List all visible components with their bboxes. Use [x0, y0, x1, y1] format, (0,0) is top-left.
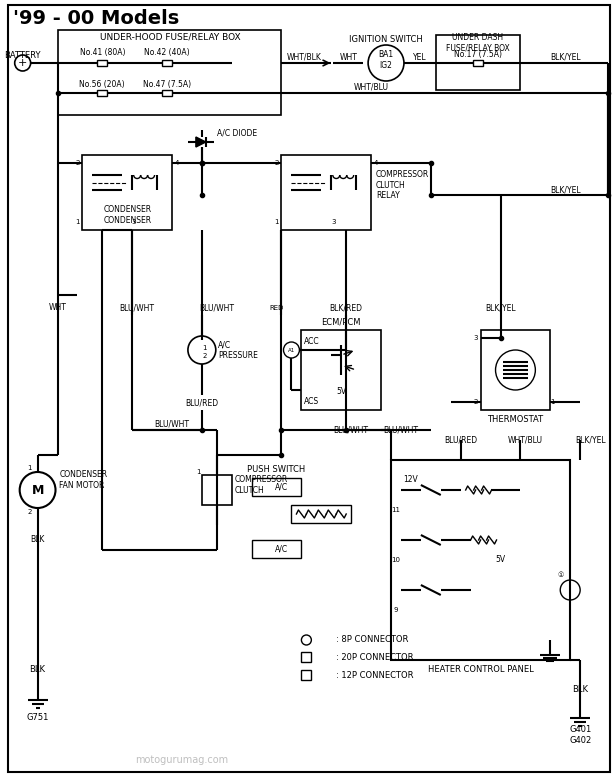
Text: UNDER-HOOD FUSE/RELAY BOX: UNDER-HOOD FUSE/RELAY BOX [100, 33, 240, 41]
Text: BLU/WHT: BLU/WHT [334, 426, 368, 434]
Text: 4: 4 [175, 160, 179, 166]
Bar [436, 35, 520, 90]
Text: 5V: 5V [496, 556, 506, 565]
Text: G401
G402: G401 G402 [569, 725, 591, 744]
Text: BA1
IG2: BA1 IG2 [378, 51, 394, 70]
Text: : 20P CONNECTOR: : 20P CONNECTOR [336, 653, 414, 661]
Bar [58, 30, 282, 115]
Text: 10: 10 [392, 557, 400, 563]
Text: 1: 1 [75, 219, 80, 225]
Bar [301, 670, 311, 680]
Text: BLU/WHT: BLU/WHT [384, 426, 418, 434]
Text: motogurumag.com: motogurumag.com [135, 755, 229, 765]
Bar [282, 155, 371, 230]
Text: A/C DIODE: A/C DIODE [217, 128, 257, 138]
Bar [162, 90, 172, 96]
Text: YEL: YEL [413, 53, 427, 61]
Text: No.56 (20A): No.56 (20A) [79, 79, 125, 89]
Text: +: + [18, 58, 27, 68]
Bar [301, 330, 381, 410]
Text: 9: 9 [394, 607, 399, 613]
Text: 1: 1 [28, 465, 32, 471]
Text: 4: 4 [374, 160, 378, 166]
Text: G751: G751 [26, 713, 49, 723]
Text: BLK/YEL: BLK/YEL [575, 435, 605, 444]
Text: COMPRESSOR
CLUTCH: COMPRESSOR CLUTCH [235, 476, 288, 495]
Text: BLU/WHT: BLU/WHT [154, 420, 189, 428]
Text: No.17 (7.5A): No.17 (7.5A) [454, 51, 502, 60]
Text: A1: A1 [288, 347, 295, 353]
Text: BLU/WHT: BLU/WHT [120, 304, 154, 312]
Text: 2: 2 [203, 353, 207, 359]
Text: BLK: BLK [572, 685, 588, 695]
Text: 11: 11 [392, 507, 400, 513]
Bar [202, 475, 232, 505]
Text: BLU/RED: BLU/RED [185, 399, 218, 407]
Bar [97, 90, 107, 96]
Text: M: M [31, 483, 44, 497]
Bar [480, 330, 550, 410]
Text: 2: 2 [474, 399, 478, 405]
Text: BLK: BLK [30, 665, 46, 674]
Bar [82, 155, 172, 230]
Text: No.47 (7.5A): No.47 (7.5A) [143, 79, 191, 89]
Text: A/C: A/C [275, 545, 288, 553]
Text: 5V: 5V [336, 388, 346, 396]
Text: CONDENSER
CONDENSER: CONDENSER CONDENSER [103, 205, 151, 225]
Text: ECM/PCM: ECM/PCM [322, 318, 361, 326]
Text: WHT: WHT [49, 304, 66, 312]
Text: 2: 2 [75, 160, 79, 166]
Text: BATTERY: BATTERY [4, 51, 41, 60]
Text: CONDENSER
FAN MOTOR: CONDENSER FAN MOTOR [60, 470, 108, 490]
Text: ACS: ACS [304, 398, 319, 406]
Bar [252, 478, 301, 496]
Text: WHT/BLK: WHT/BLK [287, 53, 322, 61]
Text: WHT: WHT [339, 53, 357, 61]
Text: 3: 3 [474, 335, 478, 341]
Text: BLK/RED: BLK/RED [330, 304, 363, 312]
Text: '99 - 00 Models: '99 - 00 Models [13, 9, 179, 27]
Text: ACC: ACC [304, 337, 319, 347]
Text: ①: ① [557, 572, 563, 578]
Text: BLK/YEL: BLK/YEL [485, 304, 516, 312]
Bar [97, 60, 107, 66]
Text: BLU/RED: BLU/RED [444, 435, 477, 444]
Bar [301, 652, 311, 662]
Text: No.41 (80A): No.41 (80A) [79, 48, 125, 57]
Text: 2: 2 [28, 509, 32, 515]
Bar [473, 60, 483, 66]
Text: No.42 (40A): No.42 (40A) [144, 48, 190, 57]
Text: A/C
PRESSURE: A/C PRESSURE [218, 340, 258, 360]
Text: 2: 2 [274, 160, 279, 166]
Text: : 12P CONNECTOR: : 12P CONNECTOR [336, 671, 414, 680]
Text: : 8P CONNECTOR: : 8P CONNECTOR [336, 636, 408, 644]
Text: BLK: BLK [30, 535, 45, 545]
Text: 1: 1 [550, 399, 555, 405]
Bar [391, 460, 570, 660]
Text: HEATER CONTROL PANEL: HEATER CONTROL PANEL [427, 665, 533, 674]
Text: 1: 1 [274, 219, 279, 225]
Text: 3: 3 [132, 219, 137, 225]
Text: COMPRESSOR
CLUTCH
RELAY: COMPRESSOR CLUTCH RELAY [376, 170, 429, 200]
Text: 12V: 12V [403, 476, 418, 485]
Text: WHT/BLU: WHT/BLU [354, 82, 389, 92]
Text: BLU/WHT: BLU/WHT [199, 304, 234, 312]
Text: BLK/YEL: BLK/YEL [550, 186, 581, 194]
Bar [162, 60, 172, 66]
Bar [252, 540, 301, 558]
Text: 1: 1 [197, 469, 201, 475]
Text: UNDER DASH
FUSE/RELAY BOX: UNDER DASH FUSE/RELAY BOX [446, 33, 509, 53]
Text: 1: 1 [202, 345, 207, 351]
Text: RED: RED [269, 305, 284, 311]
Bar [292, 505, 351, 523]
Text: WHT/BLU: WHT/BLU [508, 435, 543, 444]
Text: 3: 3 [331, 219, 336, 225]
Polygon shape [196, 137, 206, 147]
Text: A/C: A/C [275, 483, 288, 492]
Text: THERMOSTAT: THERMOSTAT [487, 416, 544, 424]
Text: PUSH SWITCH: PUSH SWITCH [247, 465, 306, 475]
Text: IGNITION SWITCH: IGNITION SWITCH [349, 36, 423, 44]
Text: BLK/YEL: BLK/YEL [550, 53, 581, 61]
